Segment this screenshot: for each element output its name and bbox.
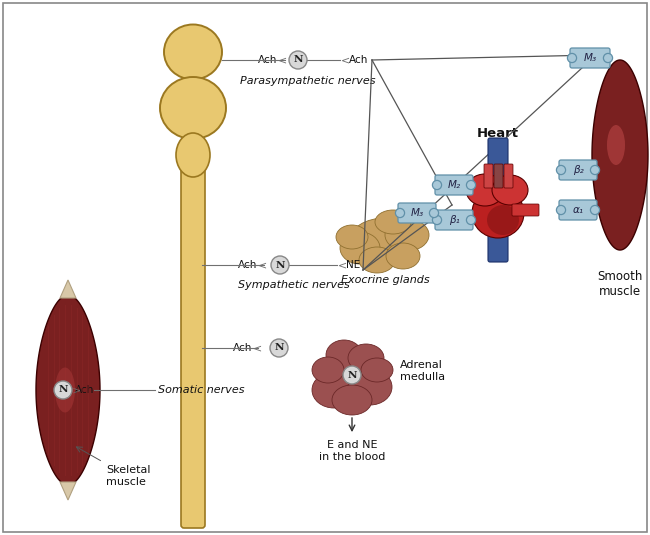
Ellipse shape xyxy=(375,210,411,234)
Ellipse shape xyxy=(55,368,75,412)
Text: N: N xyxy=(347,371,357,379)
Text: α₁: α₁ xyxy=(573,205,584,215)
FancyBboxPatch shape xyxy=(183,68,203,88)
FancyBboxPatch shape xyxy=(570,48,610,68)
Ellipse shape xyxy=(472,188,524,238)
Ellipse shape xyxy=(359,247,395,273)
FancyBboxPatch shape xyxy=(398,203,436,223)
Ellipse shape xyxy=(348,369,392,405)
Ellipse shape xyxy=(487,205,519,235)
Text: Ach: Ach xyxy=(75,385,94,395)
Text: Ach: Ach xyxy=(257,55,277,65)
FancyBboxPatch shape xyxy=(488,138,508,262)
Circle shape xyxy=(54,381,72,399)
FancyBboxPatch shape xyxy=(512,204,539,216)
Ellipse shape xyxy=(160,77,226,139)
Text: <: < xyxy=(341,55,350,65)
Ellipse shape xyxy=(336,225,368,249)
Circle shape xyxy=(590,205,599,215)
Ellipse shape xyxy=(332,385,372,415)
FancyBboxPatch shape xyxy=(435,210,473,230)
Text: Exocrine glands: Exocrine glands xyxy=(341,275,429,285)
Ellipse shape xyxy=(348,344,384,372)
FancyBboxPatch shape xyxy=(435,175,473,195)
FancyBboxPatch shape xyxy=(3,3,647,532)
Text: Smooth
muscle: Smooth muscle xyxy=(597,270,643,298)
Circle shape xyxy=(343,366,361,384)
Circle shape xyxy=(467,180,476,189)
Text: Sympathetic nerves: Sympathetic nerves xyxy=(238,280,350,290)
Ellipse shape xyxy=(386,243,420,269)
Ellipse shape xyxy=(326,340,362,370)
Ellipse shape xyxy=(319,349,385,401)
Text: N: N xyxy=(274,343,284,353)
Text: M₃: M₃ xyxy=(410,208,424,218)
FancyBboxPatch shape xyxy=(494,164,503,188)
Text: >: > xyxy=(72,385,81,395)
Circle shape xyxy=(432,216,441,225)
Ellipse shape xyxy=(361,358,393,382)
Text: Ach: Ach xyxy=(238,260,257,270)
Polygon shape xyxy=(60,482,76,500)
Ellipse shape xyxy=(340,232,380,264)
FancyBboxPatch shape xyxy=(183,133,203,161)
FancyBboxPatch shape xyxy=(559,160,597,180)
Text: Heart: Heart xyxy=(477,127,519,140)
Ellipse shape xyxy=(385,219,429,251)
FancyBboxPatch shape xyxy=(504,164,513,188)
Circle shape xyxy=(467,216,476,225)
Text: β₂: β₂ xyxy=(573,165,584,175)
Text: E and NE
in the blood: E and NE in the blood xyxy=(318,440,385,462)
Circle shape xyxy=(603,54,612,63)
Polygon shape xyxy=(592,60,648,250)
FancyBboxPatch shape xyxy=(484,164,493,188)
Text: M₂: M₂ xyxy=(447,180,461,190)
Text: <: < xyxy=(338,260,347,270)
Circle shape xyxy=(271,256,289,274)
Text: N: N xyxy=(293,56,303,65)
Text: NE: NE xyxy=(346,260,360,270)
Ellipse shape xyxy=(607,125,625,165)
Ellipse shape xyxy=(466,174,504,206)
Ellipse shape xyxy=(312,357,344,383)
Text: Adrenal
medulla: Adrenal medulla xyxy=(400,360,445,381)
Circle shape xyxy=(590,165,599,174)
Text: Ach: Ach xyxy=(233,343,252,353)
Text: Parasympathetic nerves: Parasympathetic nerves xyxy=(240,76,376,86)
Ellipse shape xyxy=(176,133,210,177)
Text: <: < xyxy=(253,343,262,353)
Text: Somatic nerves: Somatic nerves xyxy=(158,385,244,395)
Circle shape xyxy=(270,339,288,357)
Text: <: < xyxy=(258,260,267,270)
Circle shape xyxy=(556,165,566,174)
Circle shape xyxy=(430,209,439,218)
Ellipse shape xyxy=(492,175,528,205)
Text: Ach: Ach xyxy=(349,55,369,65)
Circle shape xyxy=(289,51,307,69)
FancyBboxPatch shape xyxy=(559,200,597,220)
Text: M₃: M₃ xyxy=(584,53,597,63)
Circle shape xyxy=(432,180,441,189)
Polygon shape xyxy=(36,295,100,485)
FancyBboxPatch shape xyxy=(181,167,205,528)
Ellipse shape xyxy=(350,218,420,262)
Text: <: < xyxy=(278,55,287,65)
Text: Skeletal
muscle: Skeletal muscle xyxy=(106,465,151,487)
Text: N: N xyxy=(58,386,68,394)
Polygon shape xyxy=(60,280,76,298)
Text: β₁: β₁ xyxy=(448,215,460,225)
Ellipse shape xyxy=(164,25,222,80)
Ellipse shape xyxy=(312,372,356,408)
Circle shape xyxy=(567,54,577,63)
Circle shape xyxy=(556,205,566,215)
Circle shape xyxy=(395,209,404,218)
Text: N: N xyxy=(275,261,285,270)
